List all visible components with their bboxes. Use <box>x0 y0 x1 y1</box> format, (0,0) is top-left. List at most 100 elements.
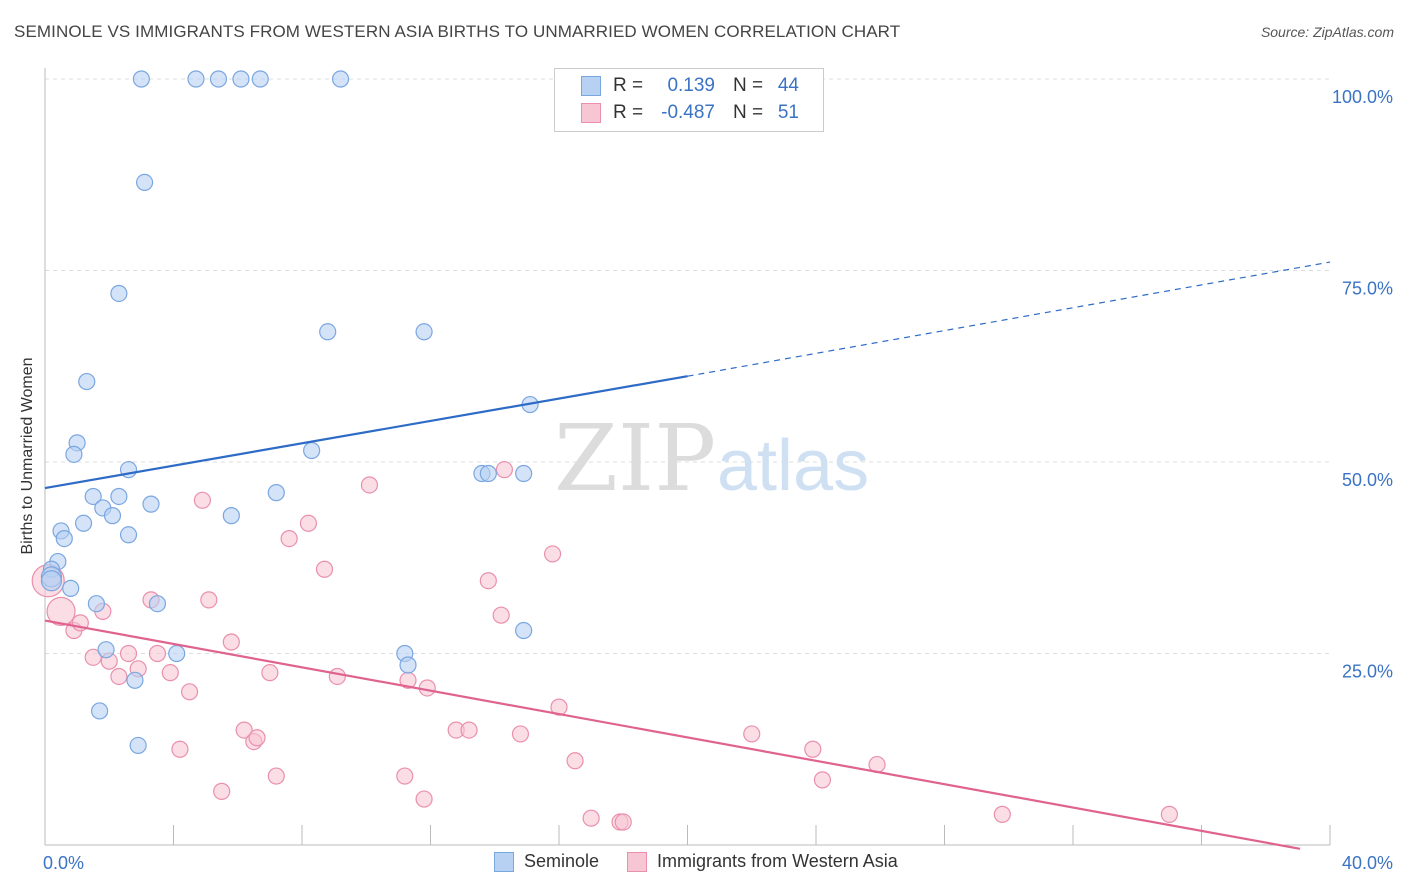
data-points <box>31 70 1178 831</box>
tick-labels: 100.0% 75.0% 50.0% 25.0% 0.0% 40.0% <box>43 87 1393 873</box>
legend-label: Immigrants from Western Asia <box>657 851 898 871</box>
immigrants-point <box>543 545 562 563</box>
x-tick-label: 40.0% <box>1342 853 1393 873</box>
correlation-legend: R = 0.139 N = 44 R = -0.487 N = 51 <box>554 68 824 132</box>
immigrants-point <box>299 514 318 532</box>
immigrants-swatch <box>627 851 648 872</box>
seminole-point <box>126 671 144 689</box>
y-tick-label: 50.0% <box>1342 470 1393 490</box>
immigrants-point <box>171 740 189 758</box>
seminole-point <box>222 507 240 525</box>
seminole-point <box>62 579 80 597</box>
legend-row-seminole: R = 0.139 N = 44 <box>555 73 823 99</box>
r-value: 0.139 <box>667 75 715 96</box>
immigrants-point <box>46 596 76 626</box>
grid-lines <box>45 78 1330 654</box>
seminole-point <box>303 441 321 460</box>
immigrants-point <box>84 648 102 666</box>
immigrants-point <box>495 461 513 479</box>
seminole-point <box>74 514 93 532</box>
seminole-point <box>129 736 147 755</box>
immigrants-point <box>582 809 600 827</box>
seminole-point <box>251 70 269 88</box>
immigrants-point <box>235 721 253 739</box>
immigrants-point <box>804 740 822 758</box>
immigrants-point <box>1160 805 1178 823</box>
y-tick-label: 100.0% <box>1332 87 1393 107</box>
immigrants-trend-line <box>44 619 1301 850</box>
seminole-point <box>515 464 533 483</box>
seminole-point <box>319 323 337 341</box>
seminole-point <box>78 372 96 391</box>
chart-title: SEMINOLE VS IMMIGRANTS FROM WESTERN ASIA… <box>14 22 901 41</box>
immigrants-point <box>993 805 1011 823</box>
series-legend: Seminole Immigrants from Western Asia <box>494 851 926 872</box>
immigrants-point <box>813 771 832 789</box>
legend-item-immigrants[interactable]: Immigrants from Western Asia <box>627 851 898 872</box>
immigrants-point <box>261 664 279 682</box>
watermark-atlas: atlas <box>717 426 869 506</box>
seminole-point <box>119 526 138 544</box>
seminole-point <box>142 495 160 513</box>
seminole-trend-extension <box>687 261 1331 377</box>
seminole-point <box>110 284 128 303</box>
y-tick-label: 75.0% <box>1342 279 1393 299</box>
seminole-point <box>65 445 83 463</box>
seminole-point <box>415 323 433 341</box>
source-credit: Source: ZipAtlas.com <box>1260 24 1394 40</box>
immigrants-swatch <box>581 103 601 123</box>
immigrants-point <box>492 606 510 624</box>
seminole-point <box>479 464 497 483</box>
seminole-point <box>110 487 128 506</box>
immigrants-point <box>222 633 240 651</box>
immigrants-point <box>267 767 285 785</box>
r-value: -0.487 <box>661 102 715 123</box>
legend-item-seminole[interactable]: Seminole <box>494 851 599 872</box>
seminole-point <box>135 173 154 192</box>
legend-label: Seminole <box>524 851 600 871</box>
seminole-point <box>267 484 285 502</box>
seminole-point <box>55 529 73 548</box>
x-tick-label: 0.0% <box>43 853 84 873</box>
immigrants-point <box>460 721 478 739</box>
immigrants-point <box>280 529 298 548</box>
trend-lines <box>44 261 1331 850</box>
seminole-point <box>132 70 150 88</box>
immigrants-point <box>315 560 334 578</box>
immigrants-point <box>566 752 584 770</box>
seminole-point <box>399 656 417 674</box>
immigrants-point <box>614 813 632 831</box>
immigrants-point <box>193 491 212 509</box>
immigrants-point <box>161 664 179 682</box>
seminole-trend-line <box>44 375 688 490</box>
seminole-point <box>232 70 250 88</box>
seminole-point <box>515 621 533 640</box>
n-value: 44 <box>777 75 799 96</box>
seminole-point <box>331 70 350 88</box>
r-label: R = <box>613 102 644 123</box>
watermark: ZIP atlas <box>554 405 869 512</box>
immigrants-point <box>511 725 530 743</box>
immigrants-point <box>213 782 231 800</box>
seminole-point <box>97 641 115 659</box>
immigrants-point <box>743 725 761 743</box>
immigrants-point <box>396 767 414 785</box>
seminole-point <box>187 70 205 88</box>
seminole-point <box>84 487 102 506</box>
r-label: R = <box>613 75 644 96</box>
immigrants-point <box>479 572 497 590</box>
legend-row-immigrants: R = -0.487 N = 51 <box>555 100 823 126</box>
n-label: N = <box>733 102 764 123</box>
immigrants-point <box>180 683 199 701</box>
immigrants-point <box>148 644 167 663</box>
immigrants-point <box>415 790 433 808</box>
immigrants-point <box>248 729 266 747</box>
seminole-point <box>91 702 109 720</box>
immigrants-point <box>110 667 128 686</box>
seminole-point <box>148 595 167 613</box>
seminole-point <box>209 70 228 88</box>
immigrants-point <box>328 667 346 686</box>
seminole-point <box>87 595 106 613</box>
seminole-swatch <box>494 851 514 872</box>
